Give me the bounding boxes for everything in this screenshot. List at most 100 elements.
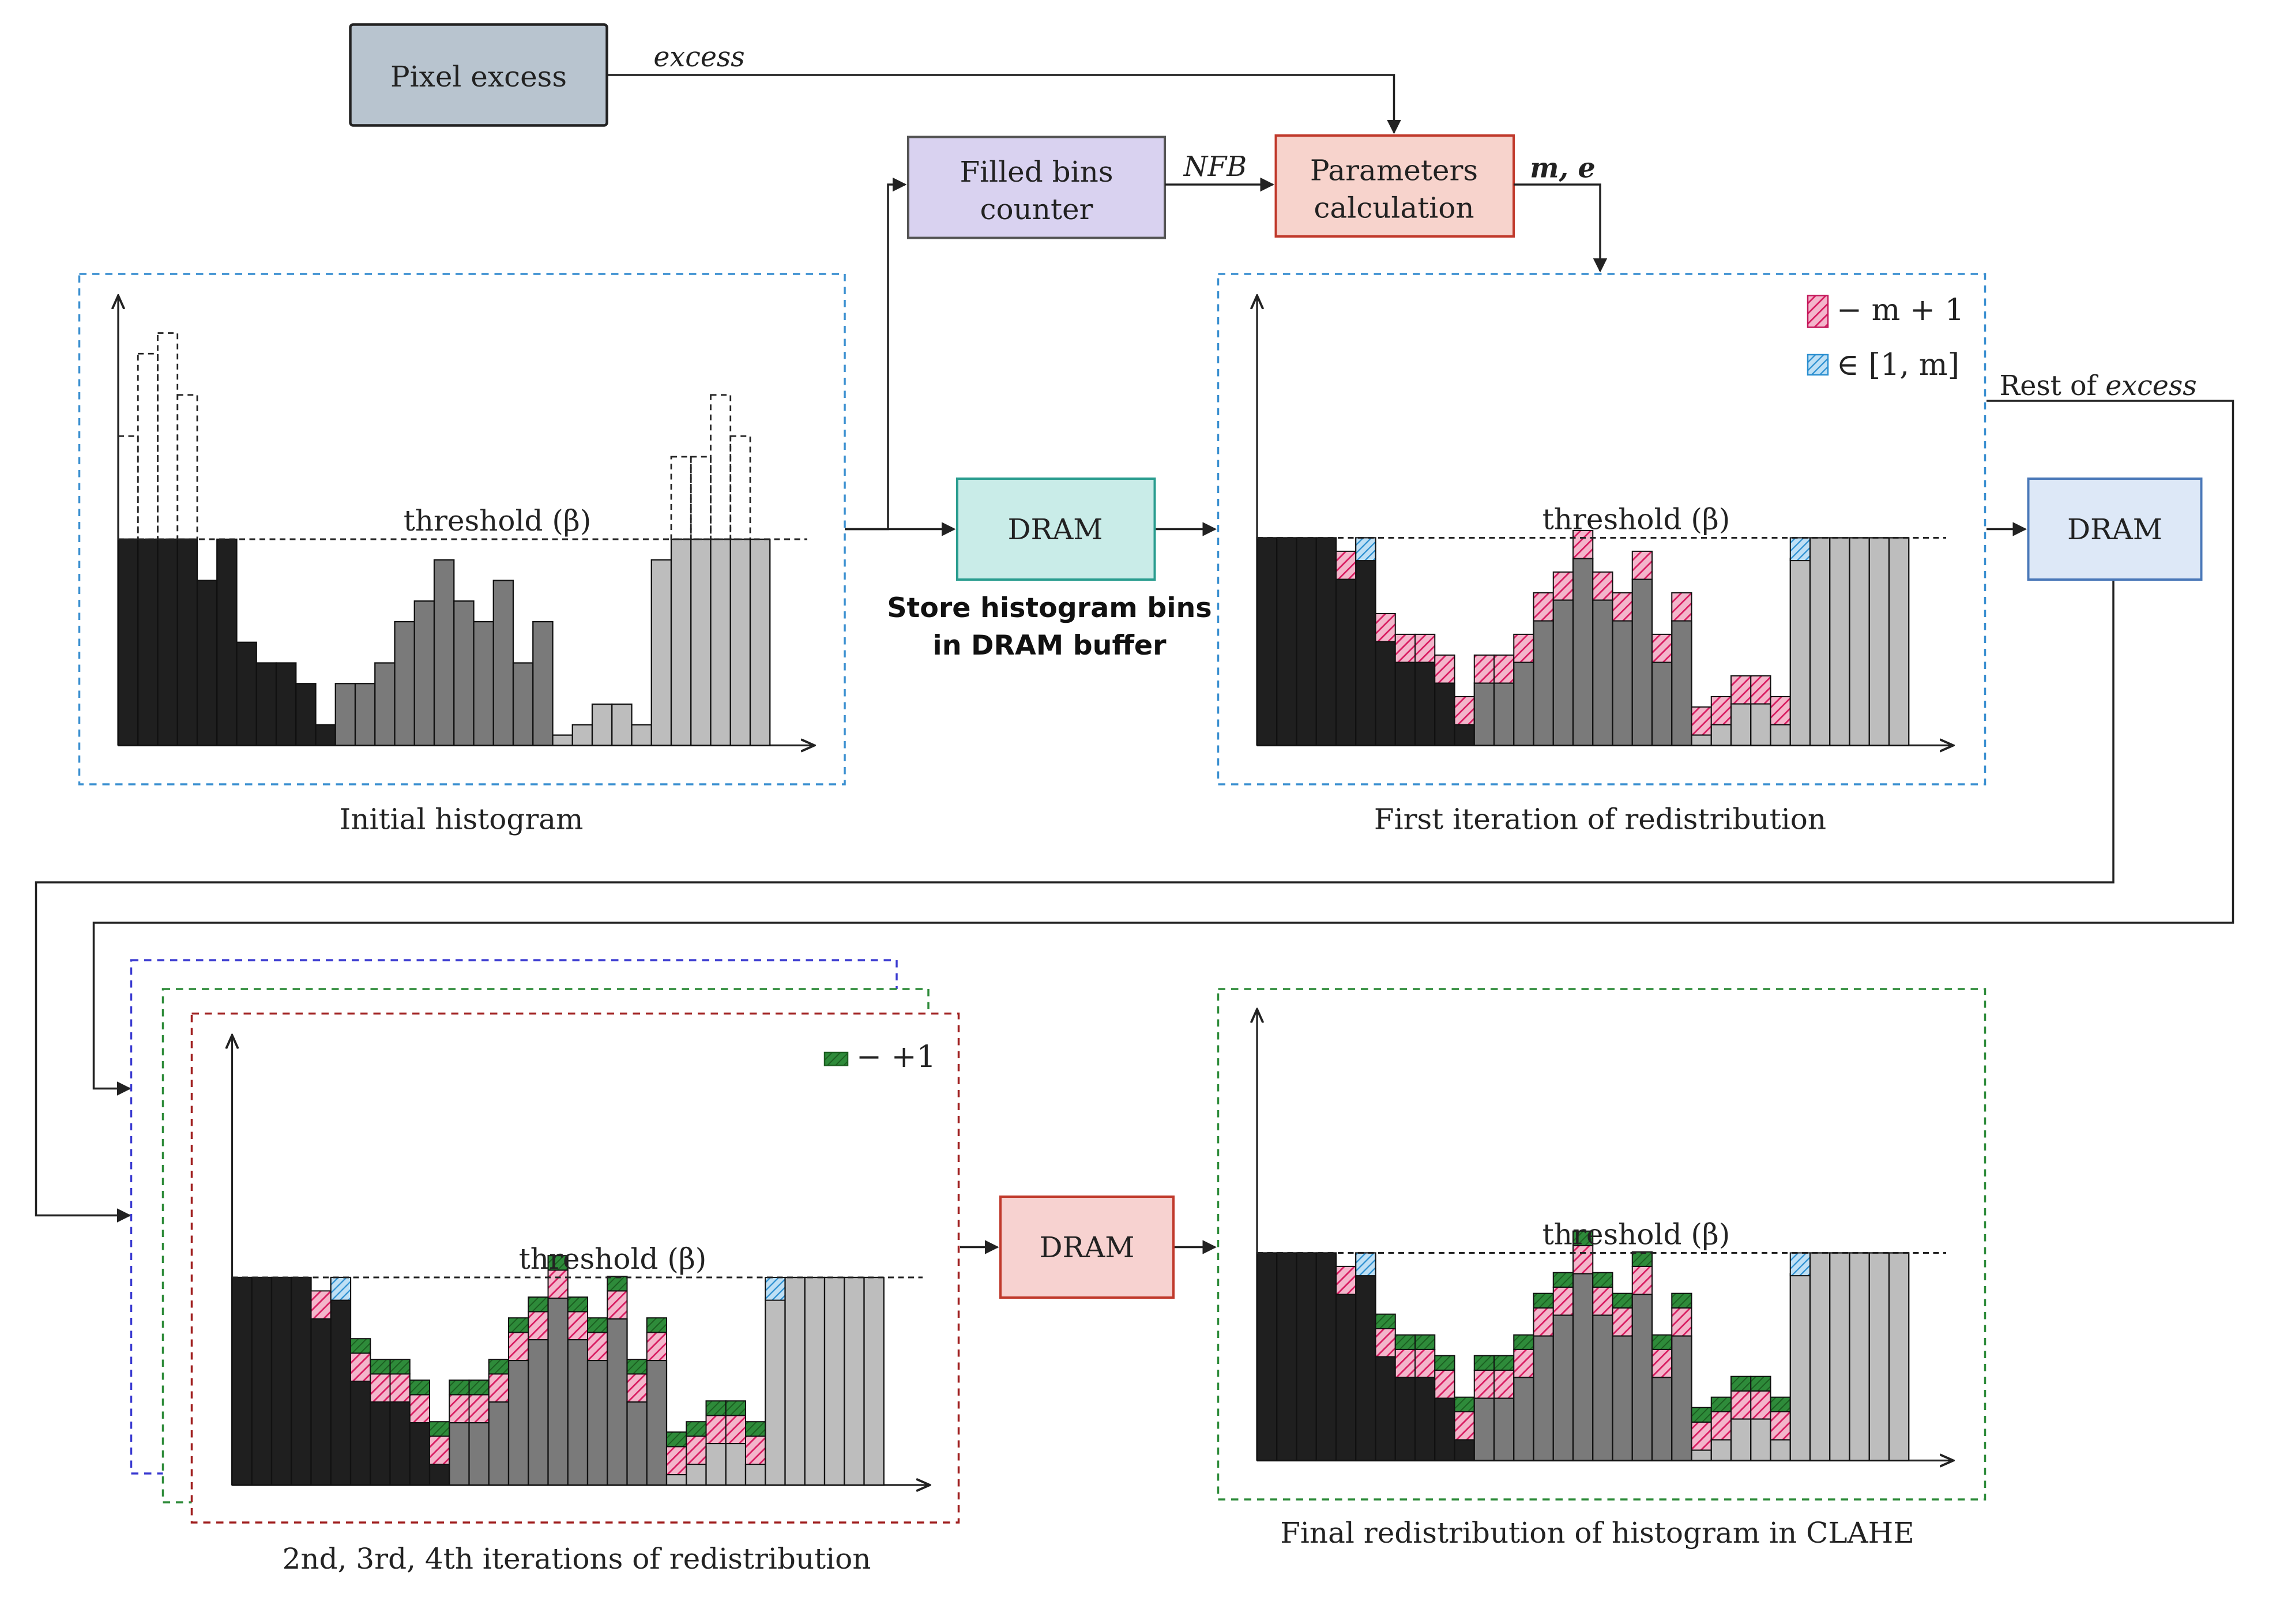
- bar-first: [1335, 578, 1357, 746]
- bar-first: [1276, 537, 1297, 746]
- bar-first: [1592, 599, 1613, 746]
- pink-increment-iterations: [468, 1394, 490, 1423]
- pink-increment-final: [1375, 1328, 1396, 1358]
- filled-bins-label-1: Filled bins: [960, 155, 1113, 189]
- green-increment-final: [1394, 1334, 1416, 1350]
- green-increment-iterations: [607, 1276, 628, 1292]
- bar-first: [1612, 620, 1633, 746]
- bar-initial: [315, 724, 336, 746]
- green-increment-final: [1592, 1272, 1613, 1288]
- green-increment-iterations: [370, 1359, 391, 1375]
- green-increment-iterations: [409, 1379, 430, 1396]
- pink-increment-final: [1434, 1369, 1455, 1399]
- bar-initial: [670, 538, 692, 746]
- bar-final: [1829, 1252, 1850, 1461]
- clipped-bar-initial: [729, 435, 751, 540]
- bar-first: [1572, 558, 1594, 746]
- green-increment-final: [1750, 1375, 1771, 1392]
- bar-first: [1296, 537, 1317, 746]
- blue-increment-iterations: [765, 1277, 786, 1301]
- bar-initial: [236, 641, 257, 746]
- dram-box-1: DRAM: [956, 478, 1156, 581]
- bar-final: [1533, 1335, 1554, 1461]
- bar-first: [1513, 661, 1534, 746]
- threshold-label-final: threshold (β): [1542, 1218, 1730, 1251]
- histogram-iterations: threshold (β): [232, 1035, 930, 1485]
- bar-iterations: [349, 1380, 371, 1486]
- bar-final: [1750, 1418, 1771, 1461]
- green-increment-iterations: [468, 1379, 490, 1396]
- bar-first: [1651, 661, 1673, 746]
- bar-final: [1612, 1335, 1633, 1461]
- bar-first: [1849, 537, 1870, 746]
- green-increment-final: [1691, 1407, 1712, 1423]
- pink-increment-first: [1552, 571, 1574, 601]
- dram-label-2: DRAM: [2067, 513, 2162, 546]
- pink-increment-final: [1671, 1307, 1692, 1337]
- bar-final: [1849, 1252, 1870, 1461]
- top-arrows: [35, 74, 2234, 1254]
- green-increment-final: [1631, 1251, 1653, 1267]
- green-increment-iterations: [449, 1379, 470, 1396]
- dram-box-2: DRAM: [2027, 478, 2203, 581]
- caption-first: First iteration of redistribution: [1374, 803, 1826, 836]
- green-increment-iterations: [665, 1431, 687, 1448]
- pink-increment-final: [1552, 1286, 1574, 1316]
- bar-initial: [473, 621, 494, 746]
- bar-first: [1809, 537, 1831, 746]
- threshold-label-initial: threshold (β): [404, 504, 592, 537]
- store-note-line1: Store histogram bins: [887, 592, 1212, 624]
- me-arrow-label: m, e: [1530, 152, 1596, 185]
- green-increment-final: [1513, 1334, 1534, 1350]
- dram-label-1: DRAM: [1007, 513, 1103, 546]
- legend-blue-label: ∈ [1, m]: [1837, 347, 1959, 382]
- bar-initial: [631, 724, 652, 746]
- dram-label-3: DRAM: [1039, 1231, 1134, 1264]
- histogram-charts: threshold (β) threshold (β) threshold (β) t…: [118, 296, 1954, 1486]
- bar-iterations: [863, 1276, 885, 1486]
- clipped-bar-initial: [137, 352, 159, 540]
- pink-increment-iterations: [370, 1373, 391, 1403]
- nfb-arrow-label: NFB: [1183, 151, 1247, 183]
- bar-initial: [611, 703, 633, 746]
- pink-increment-iterations: [449, 1394, 470, 1423]
- pink-increment-iterations: [587, 1332, 608, 1361]
- bar-final: [1355, 1252, 1376, 1461]
- bar-initial: [512, 662, 534, 746]
- blue-increment-iterations: [330, 1277, 351, 1301]
- bar-final: [1315, 1252, 1337, 1461]
- pink-increment-final: [1414, 1348, 1436, 1378]
- clipped-bar-initial: [176, 394, 198, 540]
- bar-iterations: [231, 1276, 253, 1486]
- blue-increment-first: [1355, 537, 1376, 562]
- bar-first: [1473, 682, 1495, 746]
- bar-initial: [295, 683, 317, 746]
- pink-increment-first: [1592, 571, 1613, 601]
- pink-increment-iterations: [686, 1435, 707, 1465]
- green-increment-iterations: [686, 1421, 707, 1437]
- green-increment-final: [1572, 1230, 1594, 1246]
- bar-iterations: [409, 1422, 431, 1486]
- pixel-excess-box: Pixel excess: [349, 23, 608, 127]
- bar-iterations: [291, 1276, 312, 1486]
- store-note-line2: in DRAM buffer: [932, 630, 1167, 661]
- bar-final: [1454, 1439, 1475, 1461]
- pink-increment-final: [1691, 1421, 1712, 1451]
- bar-initial: [532, 621, 554, 746]
- bar-iterations: [765, 1297, 786, 1486]
- bar-final: [1473, 1397, 1495, 1461]
- bar-initial: [374, 662, 396, 746]
- pink-increment-first: [1454, 696, 1475, 725]
- green-increment-iterations: [587, 1317, 608, 1333]
- pink-increment-iterations: [349, 1352, 371, 1382]
- green-increment-final: [1533, 1292, 1554, 1309]
- caption-iterations: 2nd, 3rd, 4th iterations of redistributi…: [283, 1542, 871, 1576]
- pink-increment-final: [1631, 1265, 1653, 1295]
- bar-final: [1493, 1397, 1515, 1461]
- pink-increment-first: [1375, 612, 1396, 642]
- bar-first: [1533, 620, 1554, 746]
- pink-increment-final: [1513, 1348, 1534, 1378]
- bar-final: [1631, 1294, 1653, 1461]
- bar-final: [1572, 1273, 1594, 1461]
